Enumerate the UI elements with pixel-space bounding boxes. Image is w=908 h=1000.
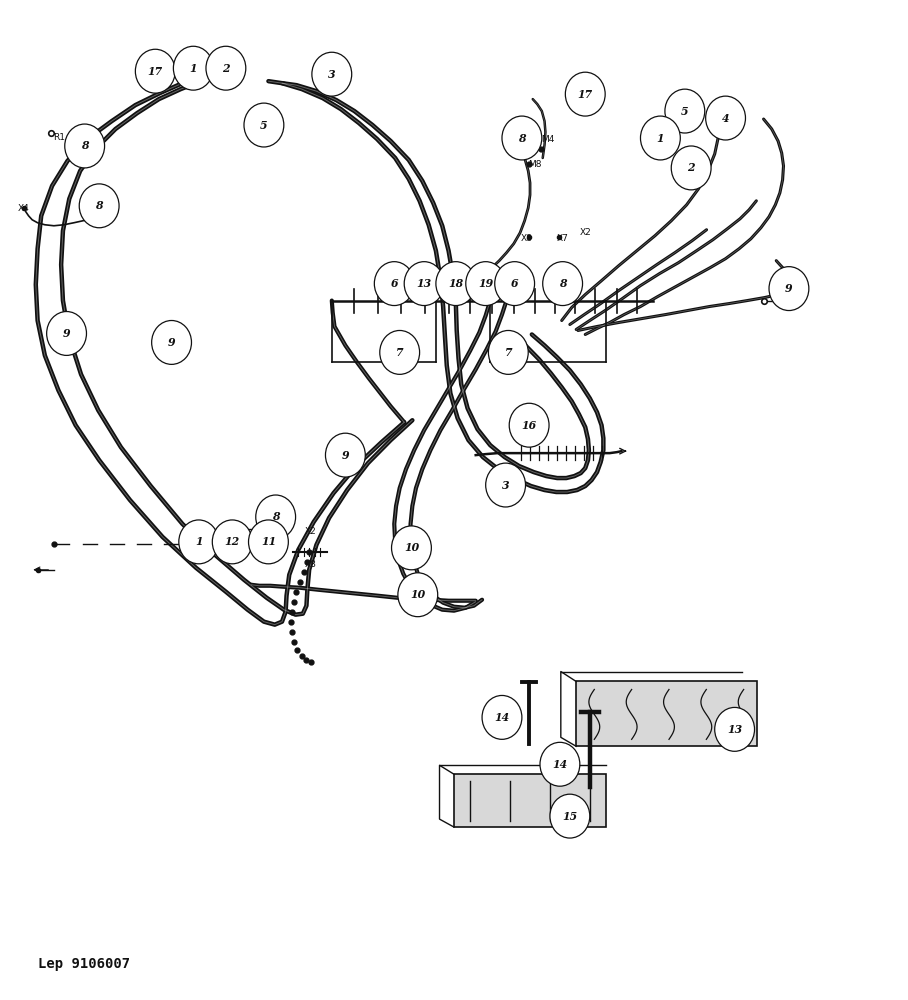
- Text: 3: 3: [502, 480, 509, 491]
- Text: 4: 4: [722, 113, 729, 124]
- Circle shape: [404, 262, 444, 306]
- Circle shape: [466, 262, 506, 306]
- Circle shape: [206, 46, 246, 90]
- Text: 1: 1: [190, 63, 197, 74]
- Text: 8: 8: [81, 140, 88, 151]
- Circle shape: [489, 330, 528, 374]
- Text: 18: 18: [449, 278, 463, 289]
- Text: 14: 14: [494, 712, 509, 723]
- Text: 9: 9: [785, 283, 793, 294]
- Circle shape: [380, 330, 419, 374]
- Bar: [214, 529, 252, 549]
- Circle shape: [64, 124, 104, 168]
- Text: 10: 10: [410, 589, 426, 600]
- Text: 1: 1: [656, 133, 665, 144]
- Text: 9: 9: [341, 450, 350, 461]
- Text: 13: 13: [417, 278, 431, 289]
- Circle shape: [640, 116, 680, 160]
- Circle shape: [715, 707, 755, 751]
- Text: X7: X7: [557, 234, 568, 243]
- Circle shape: [179, 520, 219, 564]
- Text: 8: 8: [271, 511, 280, 522]
- Circle shape: [398, 573, 438, 617]
- Circle shape: [325, 433, 365, 477]
- Circle shape: [509, 403, 549, 447]
- Text: 8: 8: [95, 200, 103, 211]
- Circle shape: [135, 49, 175, 93]
- Circle shape: [486, 463, 526, 507]
- Text: 17: 17: [577, 89, 593, 100]
- Text: X2: X2: [305, 527, 317, 536]
- Text: 16: 16: [521, 420, 537, 431]
- Circle shape: [212, 520, 252, 564]
- Circle shape: [152, 320, 192, 364]
- Polygon shape: [577, 681, 757, 746]
- Polygon shape: [454, 774, 606, 827]
- Circle shape: [482, 695, 522, 739]
- Text: 2: 2: [222, 63, 230, 74]
- Text: 3: 3: [328, 69, 336, 80]
- Circle shape: [769, 267, 809, 311]
- Circle shape: [540, 742, 580, 786]
- Circle shape: [671, 146, 711, 190]
- Text: 19: 19: [478, 278, 493, 289]
- Text: 7: 7: [396, 347, 403, 358]
- Circle shape: [79, 184, 119, 228]
- Text: 1: 1: [195, 536, 202, 547]
- Text: X2: X2: [579, 228, 591, 237]
- Circle shape: [495, 262, 535, 306]
- Text: 17: 17: [148, 66, 163, 77]
- Text: X8: X8: [305, 560, 317, 569]
- Text: 15: 15: [562, 811, 577, 822]
- Text: 5: 5: [681, 106, 688, 117]
- Circle shape: [502, 116, 542, 160]
- Text: 8: 8: [558, 278, 567, 289]
- Text: X5: X5: [98, 214, 110, 223]
- Circle shape: [566, 72, 605, 116]
- Text: 11: 11: [261, 536, 276, 547]
- Circle shape: [543, 262, 583, 306]
- Circle shape: [706, 96, 745, 140]
- Circle shape: [244, 103, 284, 147]
- Circle shape: [374, 262, 414, 306]
- Circle shape: [391, 526, 431, 570]
- Circle shape: [550, 794, 590, 838]
- Text: 8: 8: [518, 133, 526, 144]
- Circle shape: [256, 495, 296, 539]
- Text: X4: X4: [18, 204, 30, 213]
- Text: 2: 2: [687, 162, 695, 173]
- Text: Lep 9106007: Lep 9106007: [37, 957, 130, 971]
- Circle shape: [249, 520, 289, 564]
- Text: 5: 5: [260, 120, 268, 131]
- Text: 14: 14: [552, 759, 568, 770]
- Text: 6: 6: [390, 278, 398, 289]
- Text: M8: M8: [528, 160, 541, 169]
- Text: 12: 12: [224, 536, 240, 547]
- Circle shape: [665, 89, 705, 133]
- Text: 10: 10: [404, 542, 419, 553]
- Circle shape: [436, 262, 476, 306]
- Text: 6: 6: [511, 278, 518, 289]
- Text: 13: 13: [727, 724, 742, 735]
- Text: 9: 9: [63, 328, 71, 339]
- Text: X8: X8: [520, 234, 532, 243]
- Circle shape: [46, 312, 86, 355]
- Text: 9: 9: [168, 337, 175, 348]
- Circle shape: [173, 46, 213, 90]
- Text: R1: R1: [54, 133, 65, 142]
- Text: 7: 7: [505, 347, 512, 358]
- Text: M4: M4: [541, 135, 555, 144]
- Circle shape: [311, 52, 351, 96]
